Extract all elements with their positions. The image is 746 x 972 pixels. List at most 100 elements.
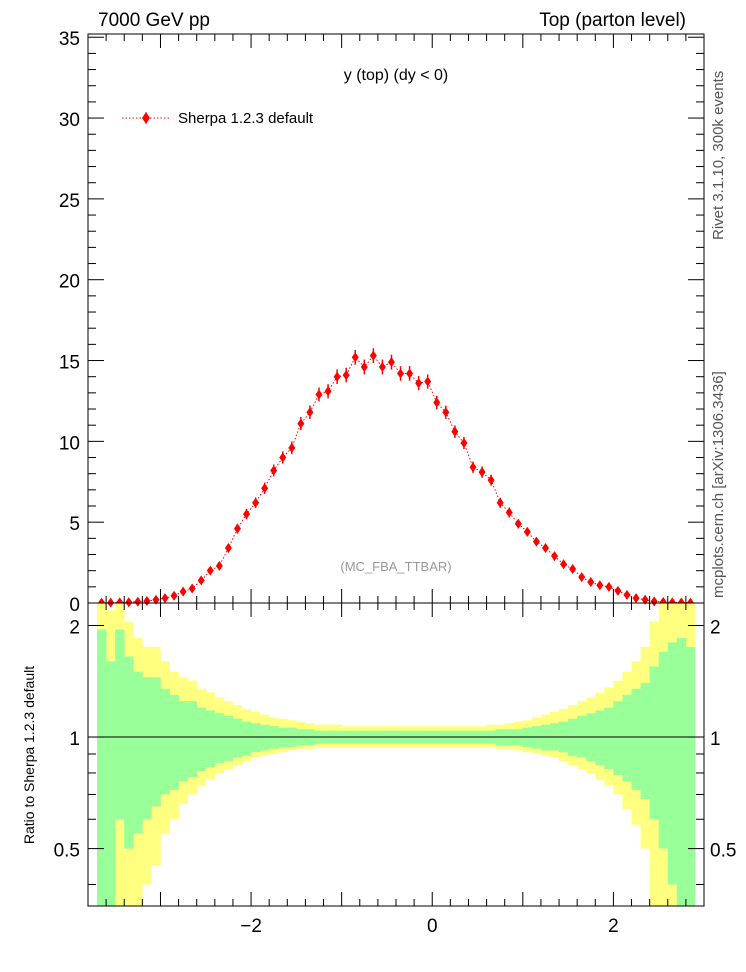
data-point — [406, 368, 414, 379]
y-tick-label: 15 — [59, 353, 80, 374]
data-point — [360, 361, 368, 372]
plot-title: y (top) (dy < 0) — [344, 67, 448, 84]
data-point — [469, 462, 477, 473]
y-tick-label-right: 2 — [710, 617, 721, 638]
band-inner — [595, 710, 605, 766]
data-point — [478, 467, 486, 478]
ratio-x-axis: −2 0 2 — [87, 603, 705, 937]
data-point — [424, 376, 432, 387]
band-inner — [232, 718, 243, 758]
data-point — [224, 543, 232, 554]
data-point — [288, 442, 296, 453]
band-inner — [685, 646, 696, 906]
legend: Sherpa 1.2.3 default — [122, 110, 314, 127]
data-point — [532, 536, 540, 547]
data-point — [233, 523, 241, 534]
data-point — [650, 596, 658, 607]
data-point — [252, 497, 260, 508]
y-tick-label: 10 — [59, 433, 80, 454]
data-point — [587, 576, 595, 587]
header-right: Top (parton level) — [539, 10, 686, 31]
data-point — [451, 426, 459, 437]
data-point — [243, 509, 251, 520]
band-inner — [658, 651, 669, 849]
data-point — [541, 543, 549, 554]
band-inner — [251, 723, 261, 753]
x-tick-label: −2 — [240, 916, 262, 937]
data-point — [143, 596, 151, 607]
x-tick-label: 0 — [427, 916, 438, 937]
data-point — [578, 572, 586, 583]
data-point — [460, 437, 468, 448]
data-point — [569, 564, 577, 575]
band-inner — [676, 638, 687, 906]
data-point — [641, 594, 649, 605]
data-point — [197, 575, 205, 586]
main-panel: 0 5 10 15 20 25 30 35 y (top) (dy < 0) (MC_FBA_… — [59, 29, 705, 616]
data-point — [487, 475, 495, 486]
y-tick-label: 0 — [69, 595, 80, 616]
data-point — [614, 585, 622, 596]
data-point — [351, 352, 359, 363]
main-x-ticks — [87, 34, 705, 603]
band-inner — [242, 721, 252, 756]
ratio-ylabel: Ratio to Sherpa 1.2.3 default — [21, 666, 37, 844]
band-inner — [142, 677, 152, 820]
data-point — [161, 593, 169, 604]
band-inner — [604, 707, 614, 769]
data-point — [623, 589, 631, 600]
band-inner — [124, 656, 134, 849]
ratio-y-axis: 0.5 0.5 1 1 2 2 — [54, 617, 736, 886]
watermark: (MC_FBA_TTBAR) — [340, 559, 451, 574]
band-inner — [613, 701, 623, 775]
y-tick-label: 2 — [69, 617, 80, 638]
band-inner — [640, 682, 650, 800]
data-point — [632, 593, 640, 604]
ratio-panel: 0.5 0.5 1 1 2 2 −2 0 2 Ratio to Sherpa 1.2.3 de… — [21, 602, 736, 937]
band-inner — [667, 642, 678, 885]
data-point — [523, 526, 531, 537]
data-point — [342, 370, 350, 381]
data-point — [496, 497, 504, 508]
data-point — [170, 590, 178, 601]
band-inner — [649, 666, 660, 820]
data-point — [596, 580, 604, 591]
data-point — [324, 386, 332, 397]
y-tick-label: 5 — [69, 514, 80, 535]
data-point — [415, 378, 423, 389]
band-inner — [622, 694, 632, 782]
data-point — [505, 507, 513, 518]
data-point — [551, 551, 559, 562]
data-point — [433, 397, 441, 408]
y-tick-label: 25 — [59, 191, 80, 212]
data-point — [397, 368, 405, 379]
band-inner — [160, 688, 170, 795]
data-point — [270, 465, 278, 476]
band-inner — [260, 724, 270, 751]
mcplots-label: mcplots.cern.ch [arXiv:1306.3436] — [710, 371, 727, 598]
data-point — [514, 518, 522, 529]
band-inner — [223, 715, 234, 762]
y-tick-label: 0.5 — [54, 841, 80, 862]
data-point — [152, 594, 160, 605]
data-point — [261, 483, 269, 494]
y-tick-label: 20 — [59, 272, 80, 293]
series-sherpa — [98, 348, 694, 608]
y-tick-label: 35 — [59, 29, 80, 50]
y-tick-label-right: 1 — [710, 729, 721, 750]
data-point — [369, 350, 377, 361]
legend-label: Sherpa 1.2.3 default — [178, 110, 314, 127]
band-inner — [115, 629, 125, 820]
band-inner — [178, 701, 188, 782]
legend-marker — [142, 112, 150, 124]
y-tick-label: 1 — [69, 729, 80, 750]
data-point — [333, 371, 341, 382]
data-point — [125, 597, 133, 608]
data-point — [442, 407, 450, 418]
band-inner — [540, 724, 551, 751]
data-point — [378, 361, 386, 372]
data-point — [134, 596, 142, 607]
band-inner — [169, 694, 179, 790]
band-inner — [97, 629, 107, 906]
